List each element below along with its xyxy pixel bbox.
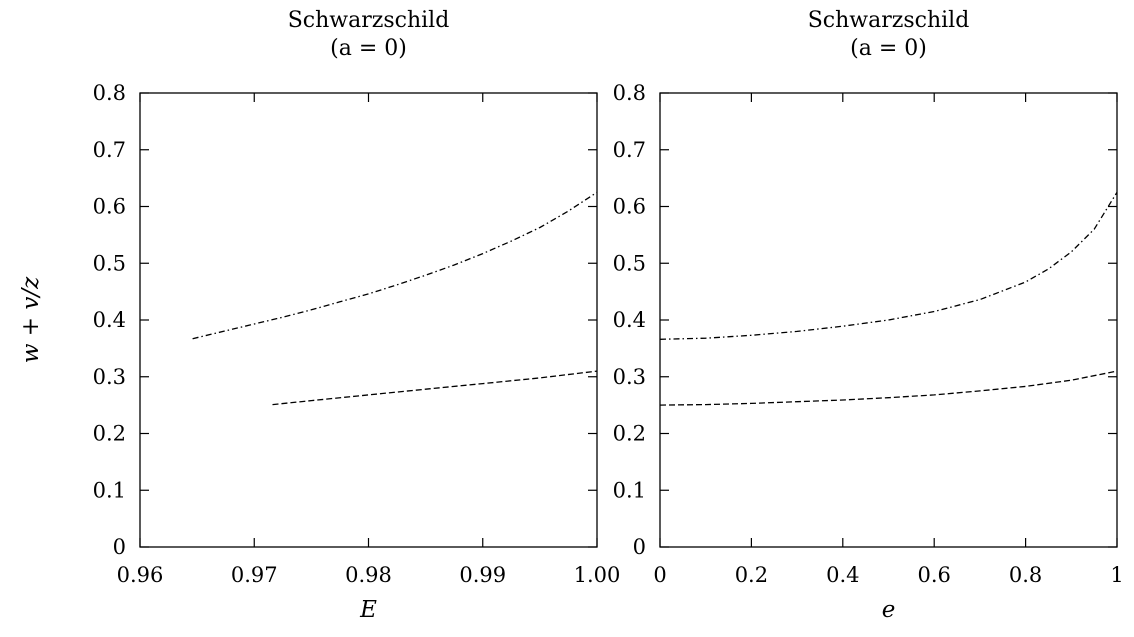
x-tick-label: 1 — [1110, 563, 1123, 587]
y-tick-label: 0.5 — [613, 251, 646, 275]
y-tick-label: 0.5 — [93, 251, 126, 275]
x-tick-label: 0.99 — [459, 563, 506, 587]
y-tick-label: 0.4 — [93, 308, 126, 332]
plot-frame — [659, 92, 1118, 548]
y-tick-label: 0.2 — [93, 422, 126, 446]
x-tick-label: 0.98 — [345, 563, 392, 587]
x-tick-label: 0.97 — [231, 563, 278, 587]
x-tick-label: 0 — [653, 563, 666, 587]
series-line-dash-dot — [659, 191, 1118, 340]
chart-subtitle: (a = 0) — [330, 36, 407, 61]
series-line-dashed — [272, 370, 598, 406]
y-tick-label: 0 — [633, 535, 646, 559]
y-axis-label: w + v/z — [18, 276, 44, 363]
y-tick-label: 0 — [113, 535, 126, 559]
x-tick-label: 0.2 — [735, 563, 768, 587]
y-tick-label: 0.6 — [93, 195, 126, 219]
panel-eccentricity: 0 0.1 0.2 0.3 0.4 0.5 0.6 0.7 0.8 0 0.2 0.4 0.6 0.8 1 S… — [613, 8, 1124, 623]
y-tick-label: 0.8 — [93, 81, 126, 105]
x-axis-label: e — [882, 597, 896, 623]
panel-energy: 0 0.1 0.2 0.3 0.4 0.5 0.6 0.7 0.8 0.96 0.97 0.98 0.9… — [18, 8, 620, 623]
x-axis-label: E — [359, 597, 377, 623]
y-tick-label: 0.7 — [613, 138, 646, 162]
y-tick-label: 0.8 — [613, 81, 646, 105]
x-tick-label: 0.6 — [917, 563, 950, 587]
y-tick-label: 0.1 — [613, 478, 646, 502]
series-line-dashed — [659, 370, 1118, 406]
chart-title: Schwarzschild — [808, 8, 970, 33]
chart-title: Schwarzschild — [288, 8, 450, 33]
y-tick-label: 0.2 — [613, 422, 646, 446]
x-tick-label: 1.00 — [574, 563, 621, 587]
y-tick-label: 0.7 — [93, 138, 126, 162]
chart-subtitle: (a = 0) — [850, 36, 927, 61]
y-tick-label: 0.6 — [613, 195, 646, 219]
y-tick-label: 0.3 — [93, 365, 126, 389]
y-tick-label: 0.3 — [613, 365, 646, 389]
y-tick-label: 0.1 — [93, 478, 126, 502]
y-tick-label: 0.4 — [613, 308, 646, 332]
x-tick-label: 0.96 — [117, 563, 164, 587]
x-tick-label: 0.4 — [826, 563, 859, 587]
x-tick-label: 0.8 — [1009, 563, 1042, 587]
series-line-dash-dot — [192, 191, 598, 340]
plot-frame — [139, 92, 598, 548]
